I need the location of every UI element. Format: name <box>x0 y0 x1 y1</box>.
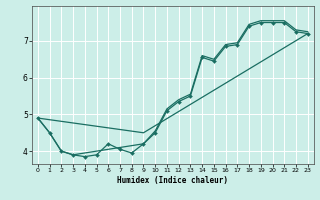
X-axis label: Humidex (Indice chaleur): Humidex (Indice chaleur) <box>117 176 228 185</box>
